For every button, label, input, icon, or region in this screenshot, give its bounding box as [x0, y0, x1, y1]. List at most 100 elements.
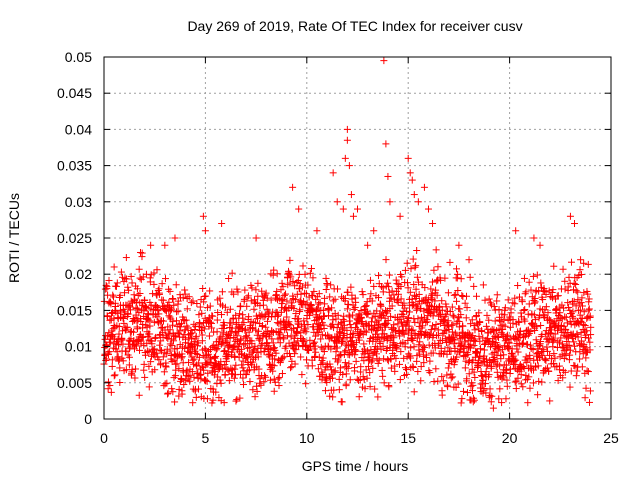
- data-point: [171, 398, 179, 406]
- data-point: [314, 329, 322, 337]
- data-point: [138, 249, 146, 257]
- data-point: [172, 281, 180, 289]
- data-point: [107, 388, 115, 396]
- data-point: [189, 399, 197, 407]
- data-point: [514, 348, 522, 356]
- data-point: [456, 305, 464, 313]
- data-point: [346, 376, 354, 384]
- data-point: [267, 346, 275, 354]
- data-point: [317, 343, 325, 351]
- data-point: [304, 321, 312, 329]
- data-point: [164, 389, 172, 397]
- x-tick-labels: 0 5 10 15 20 25: [100, 430, 619, 446]
- data-point: [310, 345, 318, 353]
- data-point: [220, 399, 228, 407]
- data-point: [283, 332, 291, 340]
- data-point: [292, 310, 300, 318]
- data-point: [189, 356, 197, 364]
- data-point: [135, 391, 143, 399]
- data-point: [581, 394, 589, 402]
- data-point: [291, 350, 299, 358]
- data-point: [524, 399, 532, 407]
- data-point: [150, 269, 158, 277]
- data-point: [342, 346, 350, 354]
- data-point: [257, 341, 265, 349]
- data-point: [161, 241, 169, 249]
- data-point: [286, 256, 294, 264]
- data-point: [326, 363, 334, 371]
- data-point: [396, 212, 404, 220]
- data-point: [273, 287, 281, 295]
- data-point: [236, 336, 244, 344]
- data-point: [245, 328, 253, 336]
- data-point: [293, 329, 301, 337]
- data-point: [526, 384, 534, 392]
- data-point: [339, 371, 347, 379]
- data-point: [230, 342, 238, 350]
- data-point: [280, 291, 288, 299]
- data-point: [278, 279, 286, 287]
- data-point: [302, 328, 310, 336]
- data-point: [253, 387, 261, 395]
- data-point: [258, 287, 266, 295]
- data-point: [335, 386, 343, 394]
- data-point: [391, 367, 399, 375]
- data-point: [236, 394, 244, 402]
- data-point: [120, 319, 128, 327]
- data-point: [327, 345, 335, 353]
- data-point: [219, 329, 227, 337]
- data-point: [321, 387, 329, 395]
- data-point: [108, 356, 116, 364]
- data-point: [317, 335, 325, 343]
- data-point: [270, 362, 278, 370]
- data-point: [201, 227, 209, 235]
- data-point: [470, 282, 478, 290]
- data-point: [486, 385, 494, 393]
- data-point: [174, 351, 182, 359]
- data-point: [370, 227, 378, 235]
- data-point: [125, 353, 133, 361]
- data-point: [275, 331, 283, 339]
- data-point: [132, 365, 140, 373]
- data-point: [320, 324, 328, 332]
- data-point: [586, 398, 594, 406]
- data-point: [304, 281, 312, 289]
- data-point: [153, 349, 161, 357]
- data-point: [271, 355, 279, 363]
- data-point: [154, 305, 162, 313]
- data-point: [254, 353, 262, 361]
- data-point: [156, 346, 164, 354]
- data-point: [521, 305, 529, 313]
- data-point: [289, 277, 297, 285]
- data-point: [336, 364, 344, 372]
- data-point: [457, 275, 465, 283]
- data-point: [246, 378, 254, 386]
- data-point: [334, 356, 342, 364]
- data-point: [396, 360, 404, 368]
- data-point: [483, 311, 491, 319]
- data-point: [374, 393, 382, 401]
- data-point: [140, 366, 148, 374]
- data-point: [266, 376, 274, 384]
- data-point: [315, 290, 323, 298]
- data-point: [468, 316, 476, 324]
- data-point: [109, 291, 117, 299]
- data-point: [213, 345, 221, 353]
- data-point: [362, 302, 370, 310]
- data-point: [396, 376, 404, 384]
- data-point: [297, 353, 305, 361]
- x-tick-label: 25: [603, 430, 619, 446]
- data-point: [134, 325, 142, 333]
- y-tick-label: 0: [84, 411, 92, 427]
- data-point: [209, 312, 217, 320]
- data-point: [270, 266, 278, 274]
- data-point: [185, 348, 193, 356]
- data-point: [133, 305, 141, 313]
- data-point: [183, 305, 191, 313]
- data-point: [564, 286, 572, 294]
- data-point: [196, 371, 204, 379]
- data-point: [214, 309, 222, 317]
- data-point: [161, 275, 169, 283]
- data-point: [142, 351, 150, 359]
